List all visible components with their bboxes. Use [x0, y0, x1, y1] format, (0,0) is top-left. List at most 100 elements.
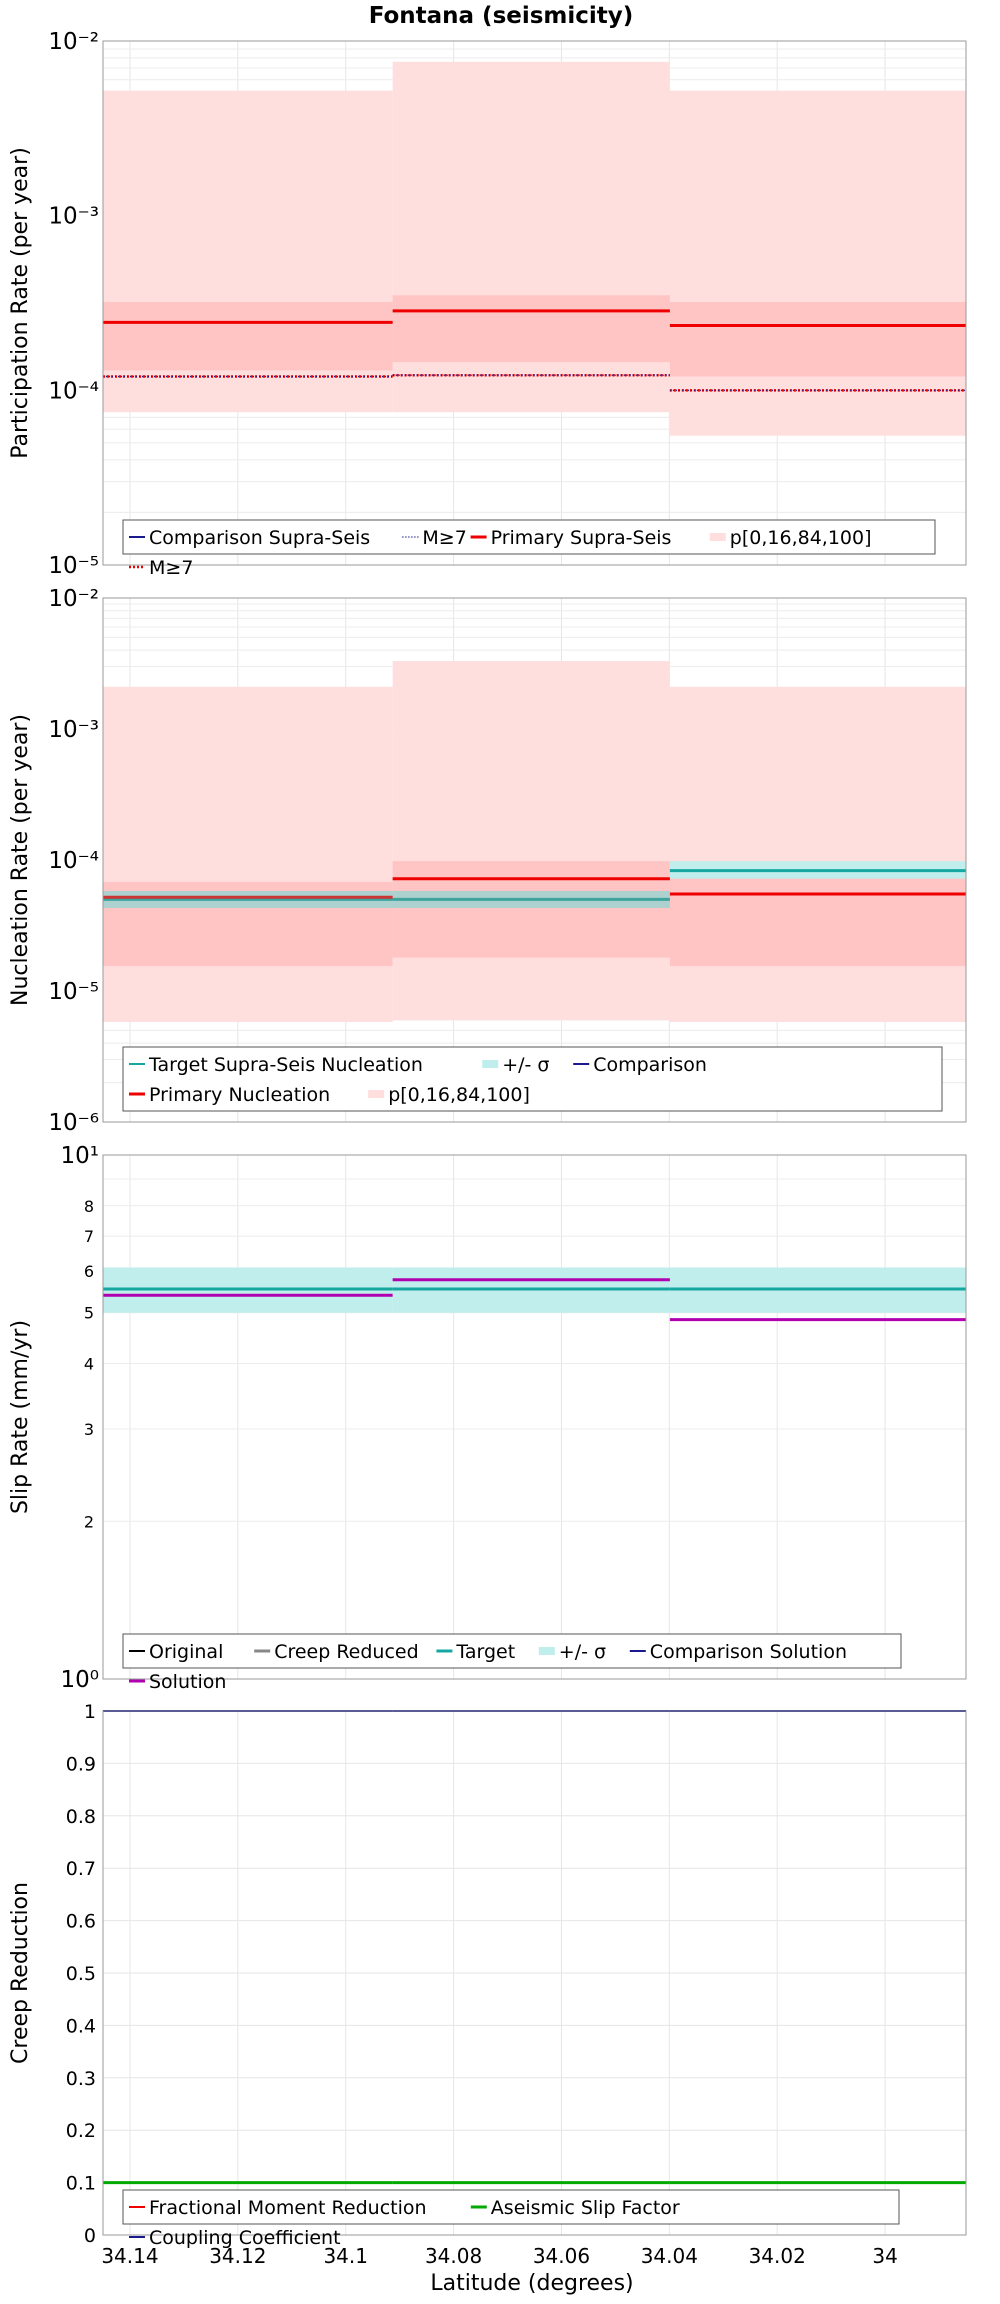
y-tick-label: 0.7	[66, 1858, 96, 1880]
legend-box	[122, 1633, 902, 1669]
y-tick-label: 10⁻²	[48, 29, 99, 55]
legend-label: Coupling Coefficient	[149, 2227, 341, 2249]
y-minor-tick-label: 6	[84, 1262, 94, 1281]
percentile-band-outer	[392, 661, 670, 1021]
legend: Comparison Supra-Seis M≥7 Primary Supra-Se…	[122, 519, 936, 579]
y-axis-label: Slip Rate (mm/yr)	[8, 1320, 33, 1514]
legend-label: +/- σ	[502, 1054, 549, 1076]
y-tick-label: 0	[84, 2225, 96, 2247]
x-tick-label: 34.1	[323, 2244, 368, 2268]
y-minor-tick-label: 8	[84, 1197, 94, 1216]
y-tick-label: 0.4	[66, 2015, 96, 2037]
y-tick-label: 0.9	[66, 1753, 96, 1775]
y-tick-label: 10⁻³	[48, 204, 99, 230]
y-tick-label: 10⁻⁶	[48, 1110, 99, 1136]
percentile-band-inner	[103, 302, 393, 371]
series-group	[103, 1710, 966, 2185]
x-tick-label: 34.12	[209, 2244, 266, 2268]
legend-label: Original	[149, 1641, 223, 1663]
plot-frame	[102, 40, 967, 566]
legend-label: Comparison	[593, 1054, 707, 1076]
creep-reduction-panel: 0 0.1 0.2 0.3 0.4 0.5 0.6 0.7 0.8 0.9 1 Creep Reduc…	[8, 1701, 967, 2268]
y-tick-label: 10⁻⁵	[48, 979, 99, 1005]
y-tick-label: 1	[84, 1701, 96, 1723]
y-tick-label: 10⁻²	[48, 586, 99, 612]
y-axis: 10⁻⁵ 10⁻⁴ 10⁻³ 10⁻²	[48, 29, 99, 579]
series-group	[103, 61, 966, 436]
legend-label: Primary Nucleation	[149, 1084, 330, 1106]
grid	[103, 1710, 966, 2236]
x-tick-label: 34.02	[749, 2244, 806, 2268]
legend-label: M≥7	[422, 527, 466, 549]
percentile-band-outer	[669, 686, 966, 1022]
y-tick-label: 10⁻⁵	[48, 553, 99, 579]
legend-label: Solution	[149, 1671, 226, 1693]
legend-label: +/- σ	[559, 1641, 606, 1663]
grid	[103, 1155, 966, 1680]
y-axis-label: Nucleation Rate (per year)	[8, 714, 33, 1006]
y-axis-label: Participation Rate (per year)	[8, 147, 33, 459]
legend-label: Target Supra-Seis Nucleation	[148, 1054, 423, 1076]
x-tick-label: 34	[872, 2244, 897, 2268]
legend-label: Target	[455, 1641, 515, 1663]
legend: Target Supra-Seis Nucleation +/- σ Compari…	[122, 1046, 943, 1112]
y-tick-label: 0.2	[66, 2120, 96, 2142]
y-tick-label: 10⁻⁴	[48, 378, 99, 404]
legend-label: M≥7	[149, 557, 193, 579]
x-tick-label: 34.14	[101, 2244, 158, 2268]
y-axis-label: Creep Reduction	[8, 1882, 33, 2064]
x-tick-label: 34.06	[533, 2244, 590, 2268]
percentile-band-inner	[392, 861, 670, 958]
y-tick-label: 0.3	[66, 2068, 96, 2090]
series-group	[103, 661, 966, 1022]
y-minor-tick-label: 3	[84, 1420, 94, 1439]
y-tick-label: 0.1	[66, 2173, 96, 2195]
legend-label: Creep Reduced	[274, 1641, 418, 1663]
percentile-band-inner	[392, 295, 670, 363]
participation-rate-panel: 10⁻⁵ 10⁻⁴ 10⁻³ 10⁻² Participation Rate (per …	[8, 29, 967, 579]
percentile-band-inner	[669, 876, 966, 967]
y-tick-label: 10¹	[61, 1143, 100, 1169]
y-tick-label: 10⁻⁴	[48, 848, 99, 874]
legend-label: Fractional Moment Reduction	[149, 2197, 427, 2219]
legend-label: Comparison Solution	[650, 1641, 847, 1663]
legend-label: p[0,16,84,100]	[730, 527, 872, 549]
percentile-band-outer	[669, 90, 966, 436]
legend-box	[122, 519, 936, 555]
y-minor-tick-label: 4	[84, 1355, 94, 1374]
legend-label: p[0,16,84,100]	[388, 1084, 530, 1106]
y-axis: 0 0.1 0.2 0.3 0.4 0.5 0.6 0.7 0.8 0.9 1	[66, 1701, 96, 2247]
percentile-band-inner	[669, 302, 966, 377]
slip-rate-panel: 10⁰ 10¹ 2 3 4 5 6 7 8 Slip Rate (mm/yr) Original Cr…	[8, 1143, 967, 1693]
plot-frame	[102, 1710, 967, 2236]
y-tick-label: 10⁰	[61, 1667, 100, 1693]
y-tick-label: 0.8	[66, 1806, 96, 1828]
legend: Original Creep Reduced Target +/- σ Comparis…	[122, 1633, 902, 1693]
chart-title: Fontana (seismicity)	[369, 3, 634, 29]
y-minor-tick-label: 5	[84, 1304, 94, 1323]
nucleation-rate-panel: 10⁻⁶ 10⁻⁵ 10⁻⁴ 10⁻³ 10⁻² Nucleation Rate (per…	[8, 586, 967, 1136]
legend-label: Aseismic Slip Factor	[491, 2197, 680, 2219]
y-axis: 10⁰ 10¹ 2 3 4 5 6 7 8	[61, 1143, 100, 1693]
y-tick-label: 10⁻³	[48, 717, 99, 743]
x-axis-label: Latitude (degrees)	[430, 2271, 633, 2296]
plot-frame	[102, 1154, 967, 1680]
legend-box	[122, 2189, 900, 2225]
legend-box	[122, 1046, 943, 1112]
legend-label: Primary Supra-Seis	[491, 527, 672, 549]
series-group	[103, 1267, 966, 1322]
y-minor-tick-label: 2	[84, 1512, 94, 1531]
plot-frame	[102, 597, 967, 1123]
sigma-overlap-band	[103, 890, 393, 909]
x-tick-label: 34.08	[425, 2244, 482, 2268]
y-tick-label: 0.6	[66, 1911, 96, 1933]
y-tick-label: 0.5	[66, 1963, 96, 1985]
y-minor-tick-label: 7	[84, 1227, 94, 1246]
legend-label: Comparison Supra-Seis	[149, 527, 370, 549]
y-axis: 10⁻⁶ 10⁻⁵ 10⁻⁴ 10⁻³ 10⁻²	[48, 586, 99, 1136]
x-tick-label: 34.04	[641, 2244, 698, 2268]
percentile-band-outer	[103, 686, 393, 1022]
sigma-overlap-band	[392, 890, 670, 909]
legend: Fractional Moment Reduction Aseismic Slip…	[122, 2189, 900, 2249]
